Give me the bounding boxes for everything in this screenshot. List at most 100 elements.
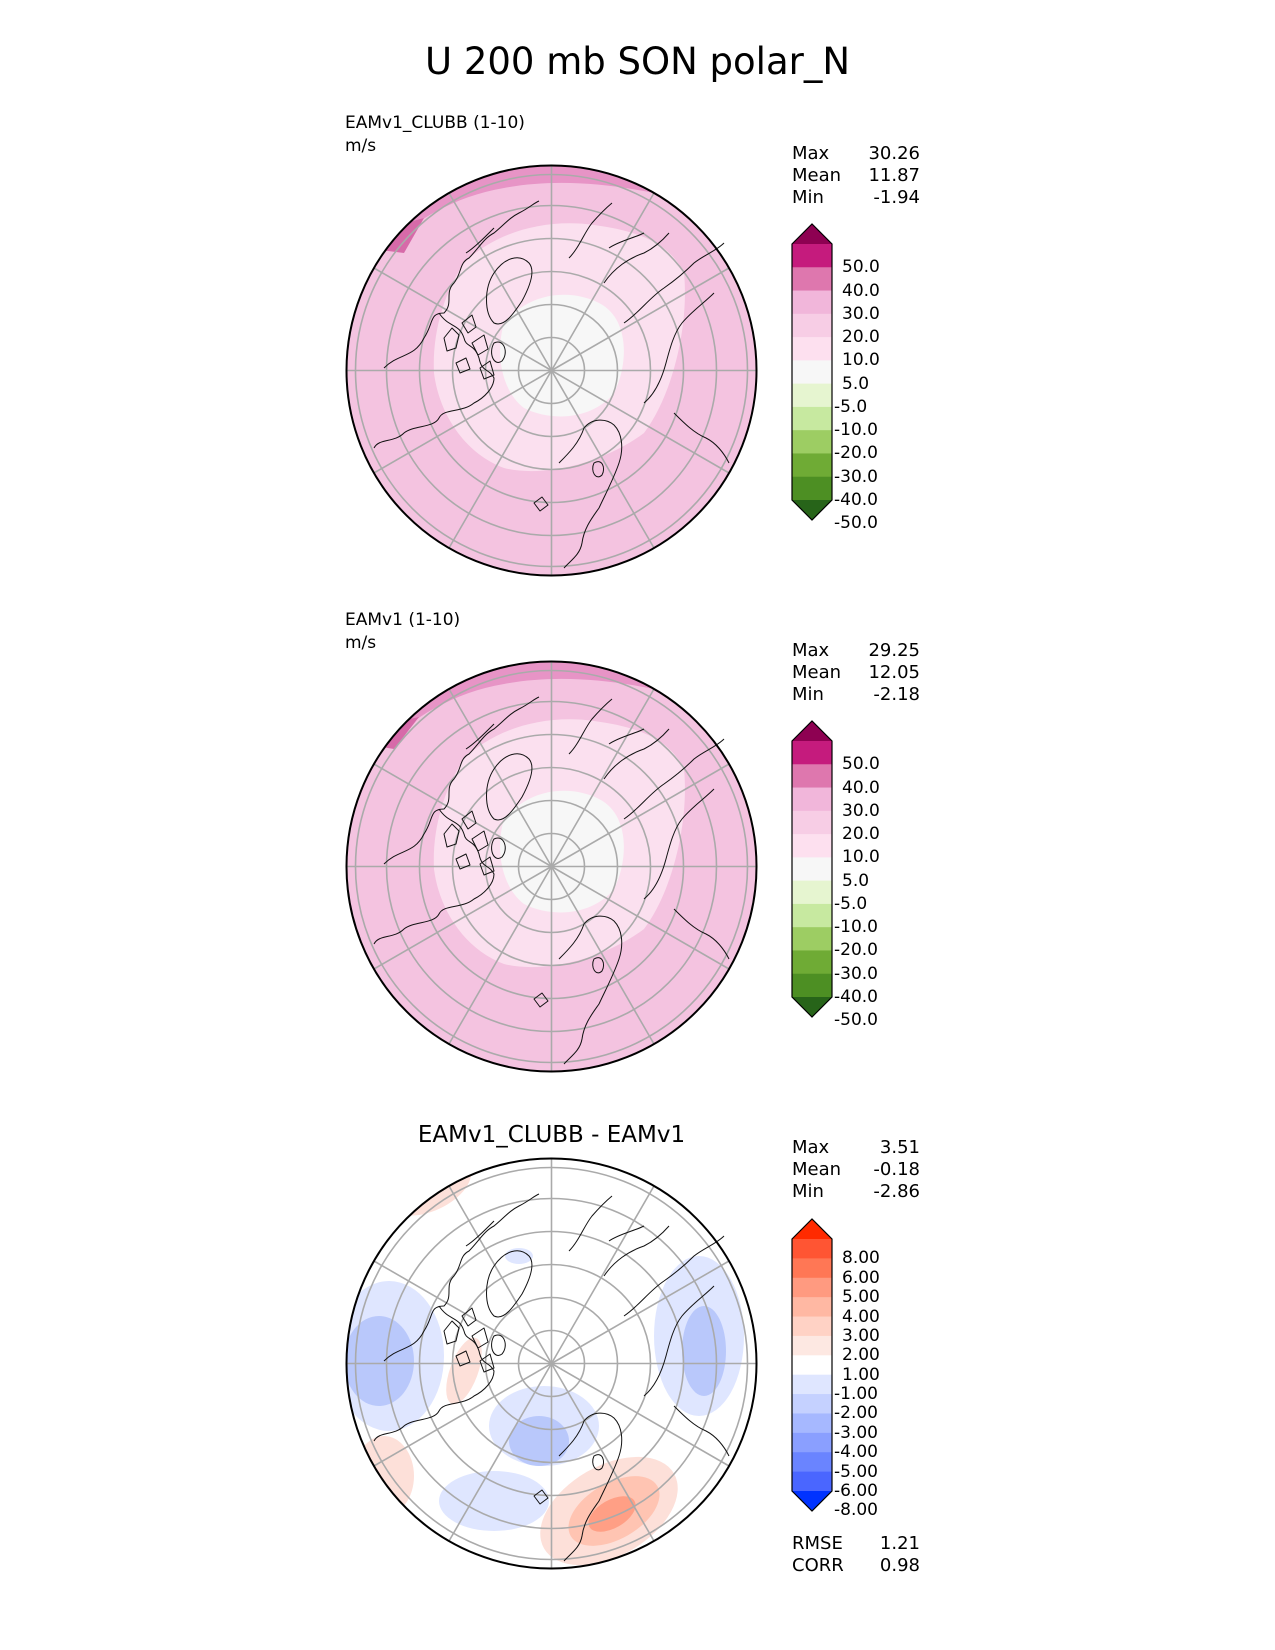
- colorbar-segment: [792, 741, 832, 765]
- coastline: [592, 1454, 605, 1471]
- coastline: [491, 837, 506, 859]
- coastline: [673, 412, 730, 464]
- coastline: [479, 360, 495, 380]
- colorbar-extend-min: [792, 500, 832, 520]
- coastline: [568, 202, 613, 259]
- colorbar-segment: [792, 880, 832, 905]
- panel-1-stats: Max 30.26 Mean 11.87 Min -1.94: [792, 143, 920, 209]
- colorbar-tick-label: 20.0: [842, 327, 880, 348]
- stat-label: RMSE: [792, 1533, 843, 1554]
- map-boundary: [345, 1157, 758, 1570]
- colorbar-segment: [792, 1335, 832, 1356]
- stat-value: 12.05: [868, 662, 920, 683]
- colorbar-tick-label: -30.0: [834, 963, 878, 984]
- contour-band-minus5-5: [500, 294, 624, 417]
- panel-2-polar-map: [345, 660, 758, 1073]
- colorbar-tick-label: 50.0: [842, 257, 880, 278]
- colorbar-tick-label: 1.00: [842, 1364, 880, 1385]
- coastline: [373, 1305, 495, 1442]
- panel-2-stats: Max 29.25 Mean 12.05 Min -2.18: [792, 640, 920, 706]
- meridian-line: [551, 865, 730, 970]
- coastline: [443, 823, 460, 848]
- coastline: [533, 1489, 549, 1505]
- colorbar-segment: [792, 453, 832, 478]
- colorbar-segment: [792, 1452, 832, 1473]
- contour-band-20-30-north: [346, 661, 757, 799]
- coastline: [373, 808, 495, 945]
- colorbar-tick-label: -40.0: [834, 490, 878, 510]
- meridian-line: [551, 1260, 730, 1365]
- colorbar-tick-label: 5.00: [842, 1287, 880, 1308]
- coastline: [608, 232, 645, 249]
- panel-3-colorbar: [791, 1218, 833, 1512]
- colorbar-tick-label: -40.0: [834, 987, 878, 1007]
- stat-value: -2.18: [873, 684, 920, 705]
- colorbar-segment: [792, 267, 832, 292]
- panel-1-title-block: EAMv1_CLUBB (1-10) m/s: [345, 112, 525, 158]
- stat-label: Min: [792, 684, 824, 705]
- coastline: [471, 830, 489, 852]
- coastlines: [373, 696, 730, 1065]
- anomaly-negative-east-core: [682, 1306, 726, 1396]
- coastline: [479, 856, 495, 876]
- meridian-line: [373, 1362, 552, 1467]
- coastline: [461, 314, 477, 334]
- colorbar-segment: [792, 1374, 832, 1395]
- coastline: [465, 723, 495, 750]
- colorbar-segment: [792, 764, 832, 789]
- coastline: [461, 810, 477, 830]
- coastline: [486, 257, 533, 325]
- colorbar-outline: [791, 720, 833, 1018]
- stat-label: Mean: [792, 165, 842, 186]
- colorbar-segment: [792, 950, 832, 975]
- coastline: [643, 788, 715, 900]
- colorbar-tick-label: -50.0: [834, 513, 878, 534]
- colorbar-tick-label: 50.0: [842, 754, 880, 775]
- coastline: [623, 242, 725, 324]
- coastline: [568, 1195, 613, 1252]
- graticule: [346, 165, 757, 576]
- colorbar-tick-label: 10.0: [842, 350, 880, 371]
- colorbar-segment: [792, 337, 832, 361]
- meridian-line: [448, 370, 553, 549]
- coastline: [471, 1327, 489, 1349]
- colorbar-segment: [792, 1394, 832, 1414]
- anomaly-negative-south: [439, 1471, 549, 1531]
- map-boundary: [345, 660, 758, 1073]
- meridian-line: [551, 1362, 730, 1467]
- colorbar-tick-label: 2.00: [842, 1345, 880, 1366]
- colorbar-segment: [792, 1316, 832, 1337]
- colorbar-segment: [792, 903, 832, 928]
- anomaly-positive-south-core: [588, 1496, 636, 1532]
- coastline: [623, 738, 725, 820]
- colorbar-tick-label: 8.00: [842, 1248, 880, 1269]
- meridian-line: [550, 1363, 655, 1542]
- coastline: [479, 1353, 495, 1373]
- colorbar-segment: [792, 973, 832, 998]
- panel-2-units: m/s: [345, 633, 377, 653]
- meridian-line: [373, 267, 552, 372]
- coastline: [592, 957, 605, 974]
- colorbar-segment: [792, 406, 832, 431]
- colorbar-tick-label: -20.0: [834, 940, 878, 961]
- panel-3-extra-stats: RMSE 1.21 CORR 0.98: [792, 1533, 920, 1577]
- stat-value: -2.86: [873, 1181, 920, 1202]
- colorbar-outline: [791, 223, 833, 521]
- colorbar-tick-label: -6.00: [834, 1481, 878, 1501]
- meridian-line: [550, 370, 655, 549]
- panel-1-title: EAMv1_CLUBB (1-10): [345, 113, 525, 133]
- coastline: [673, 1405, 730, 1457]
- colorbar-tick-label: -8.00: [834, 1500, 878, 1521]
- colorbar-segment: [792, 1471, 832, 1492]
- stat-value: 11.87: [868, 165, 920, 186]
- panel-2-title: EAMv1 (1-10): [345, 610, 461, 630]
- coastline: [383, 696, 540, 865]
- colorbar-tick-label: -5.0: [834, 396, 868, 417]
- stat-label: Mean: [792, 662, 842, 683]
- colorbar-tick-label: 30.0: [842, 303, 880, 324]
- coastline: [455, 357, 471, 374]
- coastline: [603, 232, 670, 284]
- coastline: [558, 915, 623, 1065]
- colorbar-tick-label: -3.00: [834, 1422, 878, 1443]
- coastline: [383, 200, 540, 369]
